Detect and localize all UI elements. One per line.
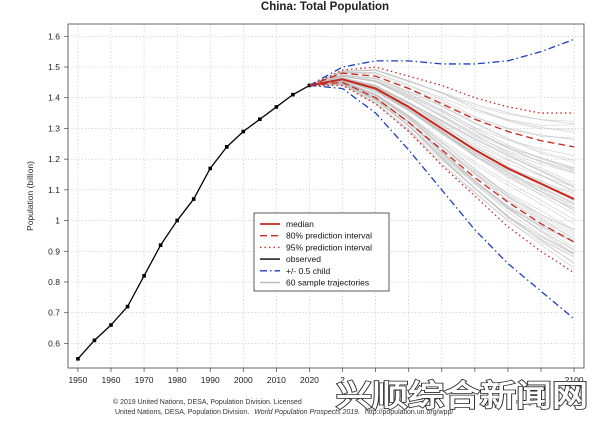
observed-point bbox=[109, 323, 113, 327]
series-line-pi95-upper bbox=[309, 66, 575, 114]
observed-point bbox=[191, 197, 196, 201]
credit-line-2: United Nations, DESA, Population Divisio… bbox=[115, 409, 453, 416]
series-line-median bbox=[309, 78, 575, 200]
y-axis: 0.6 0.7 0.8 0.9 1 1.1 1.2 1.3 1.4 1.5 1.6 bbox=[48, 31, 68, 348]
y-tick-label: 1.3 bbox=[48, 123, 60, 133]
legend-label: +/- 0.5 child bbox=[286, 266, 330, 276]
observed-point bbox=[241, 129, 246, 134]
legend-label: observed bbox=[286, 254, 321, 264]
y-tick-label: 1.1 bbox=[48, 185, 60, 195]
series-line-pi80-lower bbox=[309, 81, 575, 243]
y-axis-label: Population (billion) bbox=[25, 161, 35, 231]
credit-line-1: © 2019 United Nations, DESA, Population … bbox=[113, 398, 302, 406]
x-tick-label: 2020 bbox=[300, 375, 319, 385]
observed-point bbox=[274, 105, 279, 109]
x-tick-label: 1960 bbox=[102, 375, 121, 385]
y-tick-label: 1.5 bbox=[48, 62, 60, 72]
sample-trajectory bbox=[309, 79, 575, 209]
sample-trajectory bbox=[309, 82, 575, 248]
credit-line-1-tail: n.org/wpp/ bbox=[516, 399, 549, 406]
legend-label: 60 sample trajectories bbox=[286, 278, 369, 288]
sample-trajectory bbox=[309, 81, 575, 234]
y-tick-label: 0.9 bbox=[48, 246, 60, 256]
observed-point bbox=[125, 304, 130, 309]
sample-trajectory bbox=[309, 77, 575, 188]
sample-trajectory bbox=[309, 70, 575, 125]
sample-trajectory bbox=[309, 76, 575, 173]
y-tick-label: 1.6 bbox=[48, 31, 60, 41]
sample-trajectory bbox=[309, 72, 575, 140]
sample-trajectory bbox=[309, 74, 575, 161]
observed-point bbox=[175, 218, 179, 223]
x-axis: 1950 1960 1970 1980 1990 2000 2010 2020 2 2100 bbox=[68, 368, 584, 385]
x-tick-label: 2 bbox=[340, 375, 345, 385]
y-tick-label: 0.8 bbox=[48, 277, 60, 287]
credit-line-2-italic: World Population Prospects 2019. bbox=[254, 409, 360, 416]
x-tick-label: 1990 bbox=[201, 375, 220, 385]
observed-point bbox=[208, 166, 213, 171]
sample-trajectory bbox=[309, 83, 575, 255]
observed-point bbox=[92, 338, 97, 343]
sample-trajectories bbox=[309, 69, 575, 269]
sample-trajectory bbox=[309, 78, 575, 194]
legend-label: 80% prediction interval bbox=[286, 231, 372, 241]
observed-point bbox=[142, 274, 146, 278]
credit-line-2-suffix: http://population.un.org/wpp/ bbox=[365, 409, 453, 416]
series-line-child-lower bbox=[309, 84, 575, 320]
x-tick-label: 2100 bbox=[565, 375, 584, 385]
sample-trajectory bbox=[309, 70, 575, 130]
sample-trajectory bbox=[309, 74, 575, 157]
y-tick-label: 0.7 bbox=[48, 308, 60, 318]
credit-line-2-prefix: United Nations, DESA, Population Divisio… bbox=[115, 409, 249, 416]
sample-trajectory bbox=[309, 75, 575, 163]
y-tick-label: 1.2 bbox=[48, 154, 60, 164]
observed-point bbox=[158, 243, 163, 247]
y-tick-label: 0.6 bbox=[48, 338, 60, 348]
legend-label: median bbox=[286, 219, 314, 229]
x-tick-label: 2010 bbox=[267, 375, 286, 385]
observed-point bbox=[258, 117, 262, 122]
series-line-pi95-lower bbox=[309, 84, 575, 274]
legend-label: 95% prediction interval bbox=[286, 242, 372, 252]
chart-title: China: Total Population bbox=[261, 1, 389, 13]
y-tick-label: 1 bbox=[55, 216, 60, 226]
y-tick-label: 1.4 bbox=[48, 93, 60, 103]
sample-trajectory bbox=[309, 78, 575, 198]
x-tick-label: 1980 bbox=[168, 375, 187, 385]
sample-trajectory bbox=[309, 84, 575, 263]
x-tick-label: 1950 bbox=[68, 375, 87, 385]
sample-trajectory bbox=[309, 71, 575, 133]
series bbox=[76, 38, 575, 361]
legend-box bbox=[253, 212, 390, 292]
sample-trajectory bbox=[309, 75, 575, 169]
series-line-pi80-upper bbox=[309, 72, 575, 148]
credit: © 2019 United Nations, DESA, Population … bbox=[113, 398, 549, 416]
x-tick-label: 2000 bbox=[234, 375, 253, 385]
observed-point bbox=[291, 92, 295, 97]
x-tick-label: 1970 bbox=[135, 375, 154, 385]
sample-trajectory bbox=[309, 84, 575, 264]
sample-trajectory bbox=[309, 80, 575, 221]
plot-frame bbox=[67, 23, 585, 369]
observed-point bbox=[76, 356, 80, 361]
sample-trajectory bbox=[309, 81, 575, 230]
observed-point bbox=[224, 145, 229, 149]
sample-trajectory bbox=[309, 72, 575, 139]
grid bbox=[68, 24, 584, 368]
series-line-child-upper bbox=[309, 38, 575, 86]
watermark: 兴顺综合新闻网 bbox=[336, 379, 588, 414]
